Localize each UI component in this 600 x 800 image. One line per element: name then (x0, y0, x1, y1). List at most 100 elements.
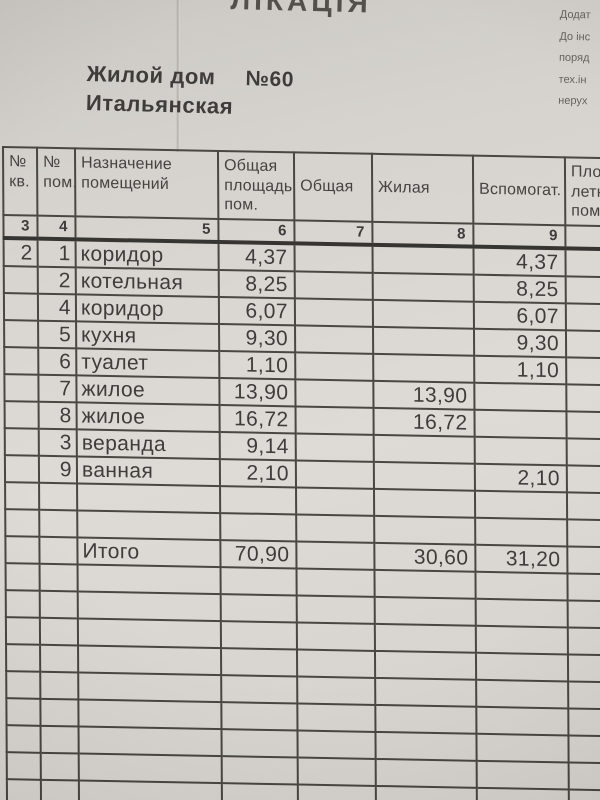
cell (3, 293, 39, 321)
cell (78, 753, 222, 784)
explication-table: № кв. № пом. Назначение помещений Общая площадь… (2, 146, 600, 800)
table-head: № кв. № пом. Назначение помещений Общая площадь… (3, 147, 600, 251)
cell (475, 652, 569, 682)
cell (295, 352, 374, 381)
cell (296, 649, 376, 678)
cell (566, 411, 600, 441)
cell (295, 379, 374, 408)
cell: 16,72 (219, 405, 296, 434)
cell: 9,30 (473, 328, 567, 358)
cell (294, 298, 374, 327)
cell: жилое (76, 375, 220, 406)
cell (474, 409, 567, 439)
cell (40, 779, 80, 800)
cell: 1,10 (219, 351, 296, 380)
cell (375, 758, 477, 788)
cell (220, 486, 297, 515)
cell: 13,90 (219, 378, 296, 407)
cell (297, 703, 376, 732)
column-header-line: пом. (224, 196, 259, 214)
cell (566, 465, 600, 495)
cell (77, 591, 221, 622)
cell: жилое (76, 402, 220, 433)
cell (40, 752, 79, 781)
building-street: Итальянская (85, 89, 234, 119)
cell (39, 482, 78, 511)
cell (3, 266, 38, 294)
cell (4, 455, 40, 483)
column-header: Общая площадь пом. (217, 150, 295, 221)
cell (78, 672, 222, 703)
cell (567, 573, 600, 603)
cell: 4 (37, 293, 77, 322)
cell (374, 596, 476, 626)
cell (373, 326, 475, 356)
cell (295, 460, 374, 489)
cell (77, 564, 221, 595)
building-number: №60 (245, 67, 295, 92)
margin-note-line: тех.ін (558, 73, 587, 86)
column-header-line: площадь (224, 176, 293, 195)
cell: 8 (38, 401, 77, 430)
cell: коридор (75, 239, 219, 270)
margin-note-line: нерух (558, 94, 588, 108)
cell (372, 244, 474, 275)
column-header-line: кв. (9, 172, 30, 191)
column-header: Общая (293, 152, 373, 222)
cell (297, 676, 376, 705)
cell: 13,90 (373, 380, 475, 410)
cell: 2 (3, 238, 38, 267)
cell (374, 569, 476, 599)
margin-note-line: До інс (559, 30, 591, 43)
cell (39, 509, 78, 538)
cell (568, 681, 600, 711)
cell (567, 600, 600, 630)
cell (296, 622, 375, 651)
column-header: Жилая (371, 153, 474, 224)
cell (475, 598, 568, 628)
cell (221, 702, 298, 731)
cell: 6,07 (473, 301, 566, 331)
cell (567, 654, 600, 684)
cell (4, 401, 39, 429)
cell (221, 729, 298, 758)
column-header-line: Общая (224, 157, 278, 176)
cell (297, 757, 376, 786)
cell (567, 627, 600, 657)
cell (220, 621, 297, 650)
cell (373, 434, 475, 464)
cell (6, 725, 41, 753)
cell (78, 645, 222, 676)
cell (373, 488, 476, 518)
cell (475, 571, 568, 601)
cell: 6,07 (218, 296, 296, 326)
column-number: 5 (75, 216, 219, 242)
building-heading: Жилой дом №60 Итальянская (86, 60, 295, 122)
table-body: 2 1 коридор 4,37 4,37 2 котельная 8,25 8,25 4 кори… (3, 238, 600, 800)
cell (474, 490, 568, 520)
cell: 9,30 (219, 324, 296, 353)
cell (476, 760, 569, 790)
cell: 31,20 (475, 544, 568, 574)
cell (475, 517, 568, 547)
document-title-fragment: ЛІКАЦІЯ (230, 0, 373, 18)
cell (4, 428, 39, 456)
cell (39, 617, 79, 646)
column-header-line: Назначение (81, 154, 173, 174)
cell (565, 330, 600, 360)
cell (78, 726, 222, 757)
cell (476, 706, 569, 736)
cell (4, 374, 39, 402)
cell (474, 382, 567, 412)
cell (77, 483, 221, 514)
cell (220, 594, 297, 623)
cell (220, 567, 297, 596)
cell (39, 536, 78, 565)
cell (295, 325, 374, 354)
column-header-line: помещений (81, 173, 170, 193)
cell (375, 677, 477, 707)
cell: 6 (38, 347, 77, 376)
cell: 8,25 (473, 274, 566, 304)
column-number: 4 (37, 215, 76, 240)
